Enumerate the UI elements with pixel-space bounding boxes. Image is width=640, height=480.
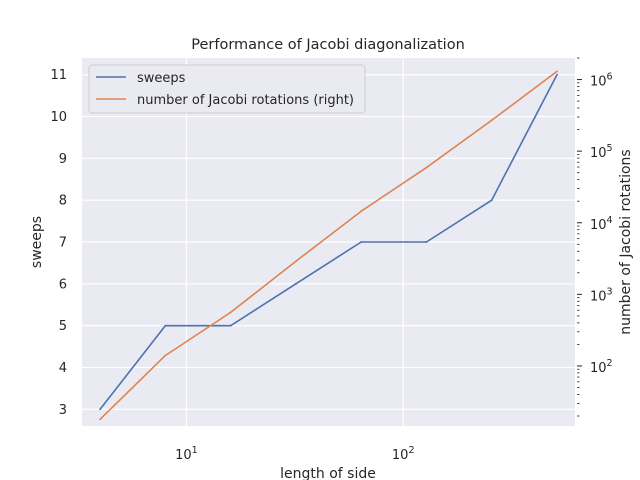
y-axis-label: sweeps xyxy=(29,216,45,268)
data-point-s1-1 xyxy=(164,354,167,357)
y2-tick-label-1000: 103 xyxy=(590,286,613,304)
y2-tick-label-10000: 104 xyxy=(590,215,613,233)
y-tick-label-3: 3 xyxy=(59,403,67,418)
y-tick-label-9: 9 xyxy=(59,152,67,167)
data-point-s1-3 xyxy=(295,260,297,263)
legend-box xyxy=(88,64,366,114)
x-tick-label-100: 102 xyxy=(392,445,415,463)
data-point-s0-4 xyxy=(360,241,363,243)
y-tick-label-7: 7 xyxy=(59,236,67,251)
y2-tick-label-100000: 105 xyxy=(590,143,613,161)
y-tick-label-8: 8 xyxy=(59,194,67,209)
legend: sweeps number of Jacobi rotations (right… xyxy=(88,64,366,114)
y-tick-label-4: 4 xyxy=(59,361,67,376)
data-point-s0-3 xyxy=(295,282,297,285)
y2-tick-label-1000000: 106 xyxy=(590,72,613,90)
y-tick-label-6: 6 xyxy=(59,277,67,292)
data-point-s1-2 xyxy=(229,311,232,314)
y-tick-label-10: 10 xyxy=(50,110,67,125)
y-tick-label-5: 5 xyxy=(59,319,67,334)
y-axis-ticks: 3 4 5 6 7 8 9 10 11 xyxy=(50,68,67,418)
legend-label-rotations: number of Jacobi rotations (right) xyxy=(137,93,354,108)
data-point-s0-0 xyxy=(99,408,102,411)
data-point-s1-5 xyxy=(425,166,428,169)
x-tick-label-10: 101 xyxy=(175,445,198,463)
data-point-s0-6 xyxy=(490,199,493,202)
data-point-s0-2 xyxy=(229,324,232,327)
y2-axis-label: number of Jacobi rotations xyxy=(618,149,634,334)
series-line-0 xyxy=(99,73,558,411)
legend-label-sweeps: sweeps xyxy=(137,71,186,86)
data-point-s0-1 xyxy=(164,324,167,327)
series-lines xyxy=(99,70,558,421)
data-point-s0-5 xyxy=(425,241,428,243)
y-tick-label-11: 11 xyxy=(50,68,67,83)
data-point-s1-7 xyxy=(556,70,558,73)
data-point-s1-0 xyxy=(99,418,102,421)
data-point-s1-6 xyxy=(490,119,493,122)
data-point-s1-4 xyxy=(360,210,363,213)
x-axis-label: length of side xyxy=(280,466,376,480)
chart-title: Performance of Jacobi diagonalization xyxy=(191,37,465,53)
y2-tick-label-100: 102 xyxy=(590,358,613,376)
data-point-s0-7 xyxy=(556,73,558,76)
series-line-1 xyxy=(99,70,558,421)
y2-axis-ticks: 102 103 104 105 106 xyxy=(577,57,613,417)
x-axis-ticks: 101 102 xyxy=(175,445,414,463)
